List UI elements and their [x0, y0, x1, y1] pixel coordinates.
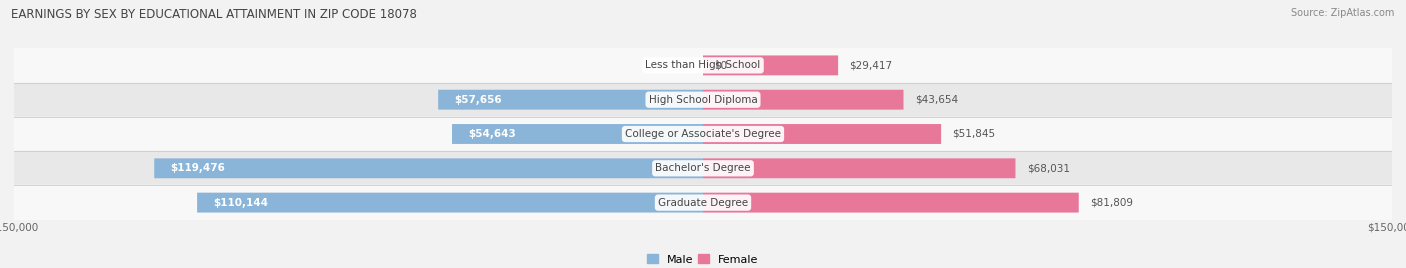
Text: $119,476: $119,476 [170, 163, 225, 173]
FancyBboxPatch shape [703, 158, 1015, 178]
FancyBboxPatch shape [703, 90, 904, 110]
Text: $43,654: $43,654 [915, 95, 957, 105]
Bar [14, 48, 1392, 83]
Bar [14, 117, 1392, 151]
FancyBboxPatch shape [451, 124, 703, 144]
Text: Bachelor's Degree: Bachelor's Degree [655, 163, 751, 173]
Text: EARNINGS BY SEX BY EDUCATIONAL ATTAINMENT IN ZIP CODE 18078: EARNINGS BY SEX BY EDUCATIONAL ATTAINMEN… [11, 8, 418, 21]
Text: Less than High School: Less than High School [645, 60, 761, 70]
Text: $54,643: $54,643 [468, 129, 516, 139]
FancyBboxPatch shape [703, 55, 838, 75]
Text: $0: $0 [714, 60, 728, 70]
FancyBboxPatch shape [155, 158, 703, 178]
Text: High School Diploma: High School Diploma [648, 95, 758, 105]
Text: Source: ZipAtlas.com: Source: ZipAtlas.com [1291, 8, 1395, 18]
Legend: Male, Female: Male, Female [643, 250, 763, 268]
Text: $29,417: $29,417 [849, 60, 893, 70]
Bar [14, 151, 1392, 185]
FancyBboxPatch shape [703, 124, 941, 144]
Text: $57,656: $57,656 [454, 95, 502, 105]
Text: $81,809: $81,809 [1090, 198, 1133, 208]
Text: $51,845: $51,845 [953, 129, 995, 139]
Text: College or Associate's Degree: College or Associate's Degree [626, 129, 780, 139]
FancyBboxPatch shape [439, 90, 703, 110]
Text: Graduate Degree: Graduate Degree [658, 198, 748, 208]
Text: $68,031: $68,031 [1026, 163, 1070, 173]
Bar [14, 83, 1392, 117]
FancyBboxPatch shape [197, 193, 703, 213]
Text: $110,144: $110,144 [214, 198, 269, 208]
Bar [14, 185, 1392, 220]
FancyBboxPatch shape [703, 193, 1078, 213]
